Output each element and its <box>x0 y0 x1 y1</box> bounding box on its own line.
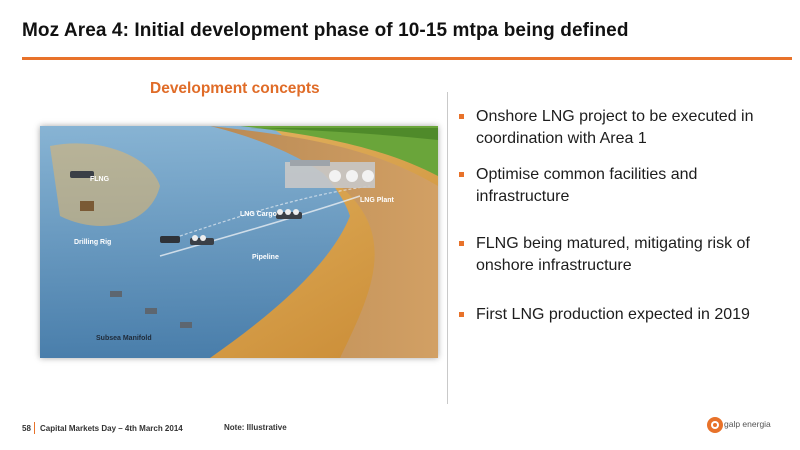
title-underline <box>22 57 792 60</box>
footer-divider <box>34 422 35 434</box>
bullet-text: Optimise common facilities and infrastru… <box>476 166 698 205</box>
bullet-text: FLNG being matured, mitigating risk of o… <box>476 235 750 274</box>
page-number: 58 <box>22 424 31 433</box>
bullet-item: Onshore LNG project to be executed in co… <box>459 106 779 150</box>
illustrative-note: Note: Illustrative <box>224 423 287 432</box>
bullet-text: First LNG production expected in 2019 <box>476 306 750 323</box>
section-subtitle: Development concepts <box>150 80 320 97</box>
galp-energia-logo <box>706 414 786 436</box>
subsea-manifold-label: Subsea Manifold <box>96 335 152 342</box>
slide-title: Moz Area 4: Initial development phase of… <box>22 20 629 41</box>
footer-event: Capital Markets Day – 4th March 2014 <box>40 424 183 433</box>
pipeline-label: Pipeline <box>252 254 279 261</box>
bullet-marker-icon <box>459 172 464 177</box>
column-divider <box>447 92 448 404</box>
bullet-item: FLNG being matured, mitigating risk of o… <box>459 233 779 277</box>
drilling-rig-label: Drilling Rig <box>74 239 111 246</box>
bullet-marker-icon <box>459 241 464 246</box>
bullet-text: Onshore LNG project to be executed in co… <box>476 108 754 147</box>
bullet-marker-icon <box>459 312 464 317</box>
lng-cargo-label: LNG Cargo <box>240 211 277 218</box>
development-concept-illustration: FLNG Drilling Rig LNG Cargo LNG Plant Pi… <box>40 126 438 358</box>
bullet-item: First LNG production expected in 2019 <box>459 304 779 326</box>
lng-plant-label: LNG Plant <box>360 197 395 204</box>
flng-label: FLNG <box>90 176 110 183</box>
bullet-item: Optimise common facilities and infrastru… <box>459 164 779 208</box>
galp-energia-logo-icon <box>707 417 723 433</box>
logo-text: galp energia <box>724 419 771 429</box>
bullet-marker-icon <box>459 114 464 119</box>
